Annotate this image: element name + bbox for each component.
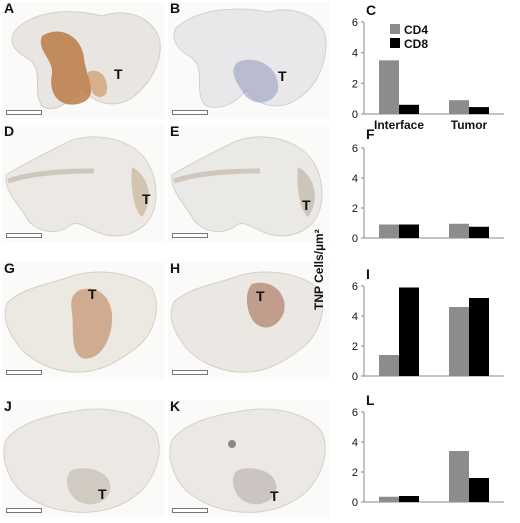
scale-bar-d <box>6 233 42 238</box>
bar-chart-f: 0 2 4 6 <box>352 143 504 245</box>
tissue-section-k <box>169 408 326 513</box>
bar-cd8-interface <box>399 224 419 238</box>
bar-cd8-interface <box>399 287 419 376</box>
micrograph-j: J T <box>2 398 164 517</box>
micrograph-h: H T <box>168 260 330 379</box>
y-tick-label: 4 <box>352 48 358 60</box>
x-tick-label: Tumor <box>451 118 488 132</box>
bar-cd8-tumor <box>469 107 489 114</box>
scale-bar-b <box>172 110 208 115</box>
y-tick-label: 6 <box>352 17 358 29</box>
tumor-marker-d: T <box>142 191 151 207</box>
bar-cd4-interface <box>379 496 399 502</box>
bar-cd4-interface <box>379 355 399 376</box>
micrograph-e: E T <box>168 123 330 242</box>
y-tick-label: 0 <box>352 371 358 383</box>
scale-bar-g <box>6 370 42 375</box>
panel-label-b: B <box>170 0 181 16</box>
bar-chart-i: 0 2 4 6 <box>352 281 504 383</box>
bar-cd4-tumor <box>449 307 469 376</box>
tissue-section-a <box>11 11 161 110</box>
legend-label-cd4: CD4 <box>404 23 428 37</box>
bar-chart-l: 0 2 4 6 <box>352 407 504 509</box>
bar-cd4-tumor <box>449 100 469 114</box>
y-tick-label: 2 <box>352 78 358 90</box>
tissue-section-d <box>5 136 157 237</box>
y-tick-label: 6 <box>352 407 358 419</box>
y-tick-label: 4 <box>352 311 358 323</box>
scale-bar-k <box>172 508 208 513</box>
bar-cd8-interface <box>399 496 419 502</box>
bar-cd4-interface <box>379 60 399 114</box>
micrograph-b: B T <box>168 0 330 119</box>
bar-cd8-tumor <box>469 298 489 376</box>
micrograph-a: A T <box>2 0 164 119</box>
legend-label-cd8: CD8 <box>404 37 428 51</box>
panel-label-a: A <box>4 0 15 16</box>
legend-swatch-cd4 <box>390 24 400 34</box>
micrograph-d: D T <box>2 123 164 242</box>
y-tick-label: 0 <box>352 497 358 509</box>
y-tick-label: 0 <box>352 233 358 245</box>
tumor-marker-h: T <box>256 288 265 304</box>
tumor-marker-g: T <box>88 286 97 302</box>
tumor-marker-e: T <box>302 197 311 213</box>
bar-cd8-tumor <box>469 478 489 502</box>
micrograph-g: G T <box>2 260 164 379</box>
panel-label-k: K <box>170 398 181 414</box>
tissue-section-h <box>170 271 323 373</box>
tissue-section-g <box>4 271 157 373</box>
bar-cd4-interface <box>379 224 399 238</box>
panel-label-d: D <box>4 123 15 139</box>
tissue-section-b <box>173 8 327 108</box>
shared-y-axis-label: TNP Cells/µm² <box>312 229 326 310</box>
y-tick-label: 0 <box>352 109 358 121</box>
tumor-marker-j: T <box>98 486 107 502</box>
y-tick-label: 4 <box>352 437 358 449</box>
legend-swatch-cd8 <box>390 38 400 48</box>
chart-label-i: I <box>366 266 370 282</box>
y-tick-label: 4 <box>352 173 358 185</box>
panel-label-e: E <box>170 123 180 139</box>
y-tick-label: 6 <box>352 281 358 293</box>
panel-label-j: J <box>4 398 12 414</box>
x-tick-label: Interface <box>374 118 424 132</box>
y-tick-label: 2 <box>352 203 358 215</box>
micrograph-k: K T <box>168 398 330 517</box>
chart-label-l: L <box>366 392 375 408</box>
tissue-section-j <box>3 408 160 513</box>
chart-label-f: F <box>366 126 375 142</box>
bar-cd8-tumor <box>469 226 489 238</box>
bar-cd4-tumor <box>449 223 469 238</box>
scale-bar-j <box>6 508 42 513</box>
y-tick-label: 2 <box>352 341 358 353</box>
y-tick-label: 2 <box>352 467 358 479</box>
scale-bar-h <box>172 370 208 375</box>
chart-label-c: C <box>366 2 377 18</box>
tissue-section-e <box>171 136 323 237</box>
stain-region-a <box>40 31 92 105</box>
scale-bar-e <box>172 233 208 238</box>
y-tick-label: 6 <box>352 143 358 155</box>
tumor-marker-a: T <box>114 66 123 82</box>
tumor-marker-k: T <box>270 488 279 504</box>
panel-label-g: G <box>4 260 15 276</box>
panel-label-h: H <box>170 260 181 276</box>
tumor-marker-b: T <box>278 68 287 84</box>
scale-bar-a <box>6 110 42 115</box>
bar-cd4-tumor <box>449 451 469 502</box>
bar-cd8-interface <box>399 104 419 114</box>
